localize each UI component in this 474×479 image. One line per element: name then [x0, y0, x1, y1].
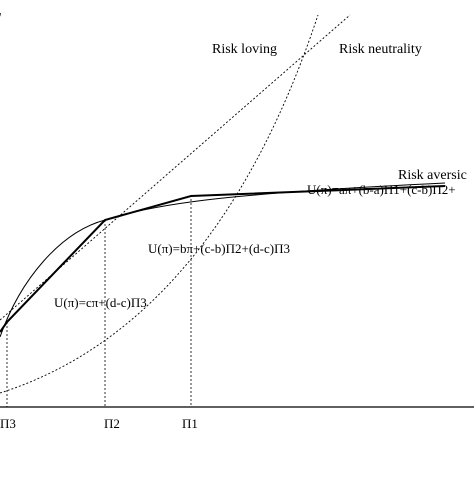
tick-pi2: Π2: [104, 416, 120, 431]
equation-upper: U(π)=aπ+(b-a)Π1+(c-b)Π2+: [307, 182, 456, 197]
axis-top-mark: ': [0, 11, 2, 26]
risk-loving-curve: [0, 14, 319, 394]
equation-lower: U(π)=cπ+(d-c)Π3: [54, 295, 147, 310]
piecewise-approximation: [0, 185, 446, 333]
label-risk-neutrality: Risk neutrality: [339, 42, 422, 57]
equation-middle: U(π)=bπ+(c-b)Π2+(d-c)Π3: [148, 241, 290, 256]
label-risk-loving: Risk loving: [212, 42, 277, 57]
label-risk-aversion: Risk aversic: [398, 168, 467, 183]
tick-pi3: Π3: [0, 416, 16, 431]
tick-pi1: Π1: [182, 416, 198, 431]
